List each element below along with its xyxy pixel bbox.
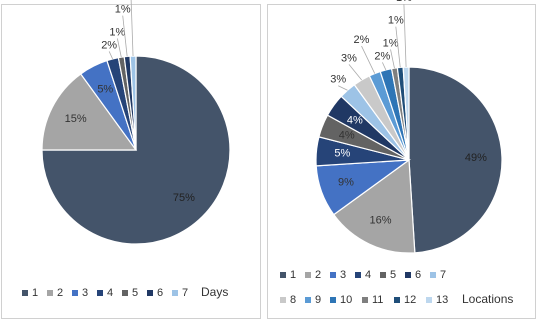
pie-slice [129,55,137,151]
legend-swatch [47,290,53,296]
data-label: 3% [330,74,346,86]
leader-line [395,26,401,68]
legend-label: 4 [107,287,113,299]
data-label: 75% [173,192,195,204]
legend-swatch [280,272,286,278]
legend-swatch [22,290,28,296]
legend-title: Locations [462,292,513,306]
legend-label: 4 [365,269,371,281]
legend-label: 1 [32,287,38,299]
data-label: 4% [347,115,363,127]
data-label: 1% [109,26,125,38]
legend-label: 12 [404,294,416,306]
legend-label: 11 [372,294,383,306]
legend-swatch [430,272,436,278]
legend-label: 2 [315,269,321,281]
data-label: 2% [354,34,370,46]
legend-swatch [122,290,128,296]
leader-line [348,64,362,81]
pie-slice [41,55,231,245]
legend-label: 13 [436,294,448,306]
leader-line [108,51,113,60]
data-label: 3% [341,52,357,64]
legend-swatch [426,297,432,303]
legend-label: 8 [290,294,296,306]
data-label: 5% [97,84,113,96]
legend-label: 5 [132,287,138,299]
data-label: 4% [339,129,355,141]
data-label: 1% [396,0,412,4]
legend-label: 7 [440,269,446,281]
legend-label: 7 [182,287,188,299]
legend-swatch [97,290,103,296]
data-label: 1% [388,15,404,27]
data-label: 16% [369,214,391,226]
data-label: 1% [383,37,399,49]
data-label: 2% [374,50,390,62]
legend-label: 5 [390,269,396,281]
legend-swatch [172,290,178,296]
legend-label: 2 [57,287,63,299]
leader-line [403,4,407,68]
data-label: 5% [334,148,350,160]
legend-label: 1 [290,269,296,281]
data-label: 15% [65,113,87,125]
data-label: 2% [101,39,117,51]
legend-title: Days [201,285,228,299]
pie-slice [41,73,138,151]
data-label: 9% [338,177,354,189]
data-label: 1% [115,4,131,16]
legend-swatch [305,272,311,278]
legend-label: 3 [82,287,88,299]
legend-swatch [330,297,336,303]
pie-slice [332,158,416,254]
legend-swatch [362,297,368,303]
legend-label: 3 [340,269,346,281]
leader-line [382,62,387,71]
leader-line [361,45,376,74]
leader-line [116,38,122,58]
leader-line [130,0,134,57]
legend-swatch [355,272,361,278]
data-label: 49% [465,152,487,164]
legend-swatch [330,272,336,278]
legend-swatch [72,290,78,296]
pie-slice [408,66,503,254]
legend-label: 6 [415,269,421,281]
leader-line [122,15,128,57]
leader-line [390,49,395,69]
legend-swatch [280,297,286,303]
legend-swatch [305,297,311,303]
legend-swatch [147,290,153,296]
legend-label: 6 [157,287,163,299]
legend-swatch [380,272,386,278]
legend-swatch [405,272,411,278]
legend-label: 10 [340,294,352,306]
legend-swatch [394,297,400,303]
legend-label: 9 [315,294,321,306]
leader-line [338,85,348,91]
